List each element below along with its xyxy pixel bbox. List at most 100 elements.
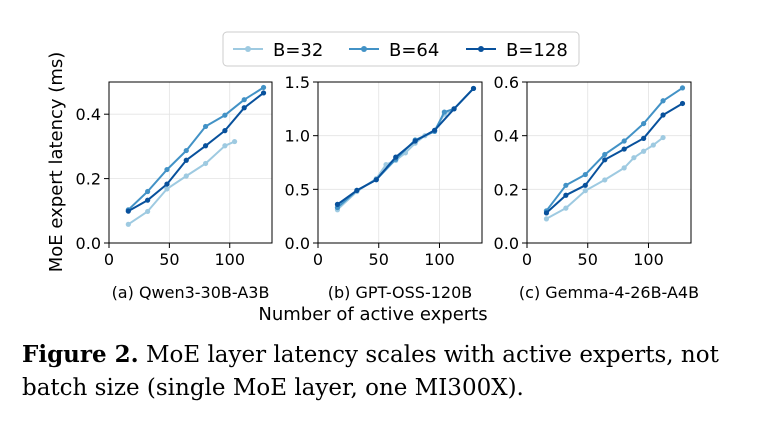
y-tick-label-1: 0.2 [76,170,101,189]
data-point-1-3 [602,151,608,158]
plot-frame [108,81,273,244]
data-point-2-2 [373,177,379,183]
data-point-2-7 [470,85,477,92]
data-point-2-1 [145,197,151,203]
data-point-2-3 [602,157,608,163]
data-point-0-3 [183,173,189,179]
data-point-0-2 [582,188,588,194]
data-point-2-0 [125,208,131,214]
legend-entry-1: B=64 [349,40,439,61]
data-point-2-4 [412,138,418,144]
x-tick-label-2: 100 [424,250,455,269]
subplot-qwen3: 0 50 100 0.0 0.2 0.4 (a) Qwen3-30B-A3B [76,81,273,302]
figure-caption: Figure 2. MoE layer latency scales with … [22,338,757,405]
data-point-1-6 [241,97,247,103]
data-point-1-2 [582,171,588,178]
data-point-2-6 [660,112,666,118]
data-point-1-6 [441,109,447,115]
y-tick-label-3: 1.5 [285,73,310,92]
plot-frame [526,81,692,244]
data-point-0-3 [602,177,608,183]
data-point-2-4 [621,146,627,152]
data-point-0-6 [231,138,238,145]
y-tick-label-0: 0.0 [285,234,310,253]
legend-marker-0 [245,46,251,52]
series-line-1 [545,87,684,212]
x-tick-label-1: 50 [578,250,598,269]
legend-label-0: B=32 [273,40,323,61]
legend-marker-2 [478,46,484,52]
data-point-2-6 [241,105,247,111]
data-point-2-3 [183,157,189,163]
legend-frame [222,31,580,67]
y-tick-label-2: 1.0 [285,127,310,146]
x-tick-label-2: 100 [633,250,664,269]
data-point-0-4 [621,165,627,171]
series-line-1 [127,86,265,211]
legend-label-1: B=64 [389,40,439,61]
data-point-1-6 [660,98,666,104]
subplot-gemma: 0 50 100 0.0 0.2 0.4 0.6 (c) Gemma-4-26B-A4B [494,73,700,302]
data-point-0-0 [125,221,131,227]
data-point-2-0 [334,201,341,207]
caption-text: MoE layer latency scales with active exp… [22,342,719,401]
x-axis-label: Number of active experts [258,304,487,325]
subplot-title: (b) GPT-OSS-120B [328,283,473,302]
data-point-1-7 [679,85,686,91]
data-point-0-5 [631,155,637,161]
data-point-2-5 [432,127,438,133]
y-tick-label-0: 0.0 [76,234,101,253]
data-point-2-3 [393,154,399,160]
data-point-1-2 [164,166,170,173]
data-point-2-5 [641,135,647,141]
legend-entry-2: B=128 [466,40,568,61]
legend: B=32 B=64 B=128 [222,31,580,67]
data-point-0-0 [543,216,550,222]
data-point-2-1 [354,187,360,194]
data-point-0-7 [650,142,656,148]
y-tick-label-1: 0.2 [494,180,519,199]
data-point-2-7 [260,90,267,96]
data-point-1-5 [222,112,228,118]
data-point-1-1 [145,188,151,195]
data-point-0-2 [164,186,170,192]
y-axis-label: MoE expert latency (ms) [46,52,67,273]
data-point-1-3 [183,147,189,154]
x-tick-label-0: 0 [104,250,114,269]
x-tick-label-2: 100 [214,250,245,269]
data-point-1-7 [260,84,267,91]
y-tick-label-2: 0.4 [494,127,519,146]
legend-marker-1 [361,46,367,52]
subplot-title: (a) Qwen3-30B-A3B [112,283,270,302]
data-point-2-2 [164,181,170,187]
y-tick-label-2: 0.4 [76,105,101,124]
data-point-2-4 [202,143,209,149]
series-line-2 [545,102,684,214]
series-line-2 [127,92,265,212]
x-tick-label-0: 0 [313,250,323,269]
legend-label-2: B=128 [506,40,568,61]
data-point-0-6 [641,148,647,154]
x-tick-label-0: 0 [522,250,532,269]
data-point-0-8 [660,134,666,141]
y-tick-label-1: 0.5 [285,180,310,199]
subplot-gpt-oss: 0 50 100 0.0 0.5 1.0 1.5 (b) GPT-OSS-120B [285,73,483,302]
data-point-2-0 [543,210,550,216]
data-point-2-1 [563,192,569,198]
y-tick-label-3: 0.6 [494,73,519,92]
legend-entry-0: B=32 [233,40,323,61]
caption-label: Figure 2. [22,341,139,368]
series-line-2 [336,87,475,206]
x-tick-label-1: 50 [369,250,389,269]
data-point-0-5 [222,143,228,149]
y-tick-label-0: 0.0 [494,234,519,253]
data-point-1-5 [641,120,647,127]
data-point-2-7 [679,100,686,107]
plot-frame [317,81,483,244]
data-point-2-5 [222,128,228,134]
data-point-1-4 [202,123,209,130]
data-point-0-4 [202,160,209,167]
subplot-title: (c) Gemma-4-26B-A4B [519,283,699,302]
data-point-0-1 [145,208,151,215]
